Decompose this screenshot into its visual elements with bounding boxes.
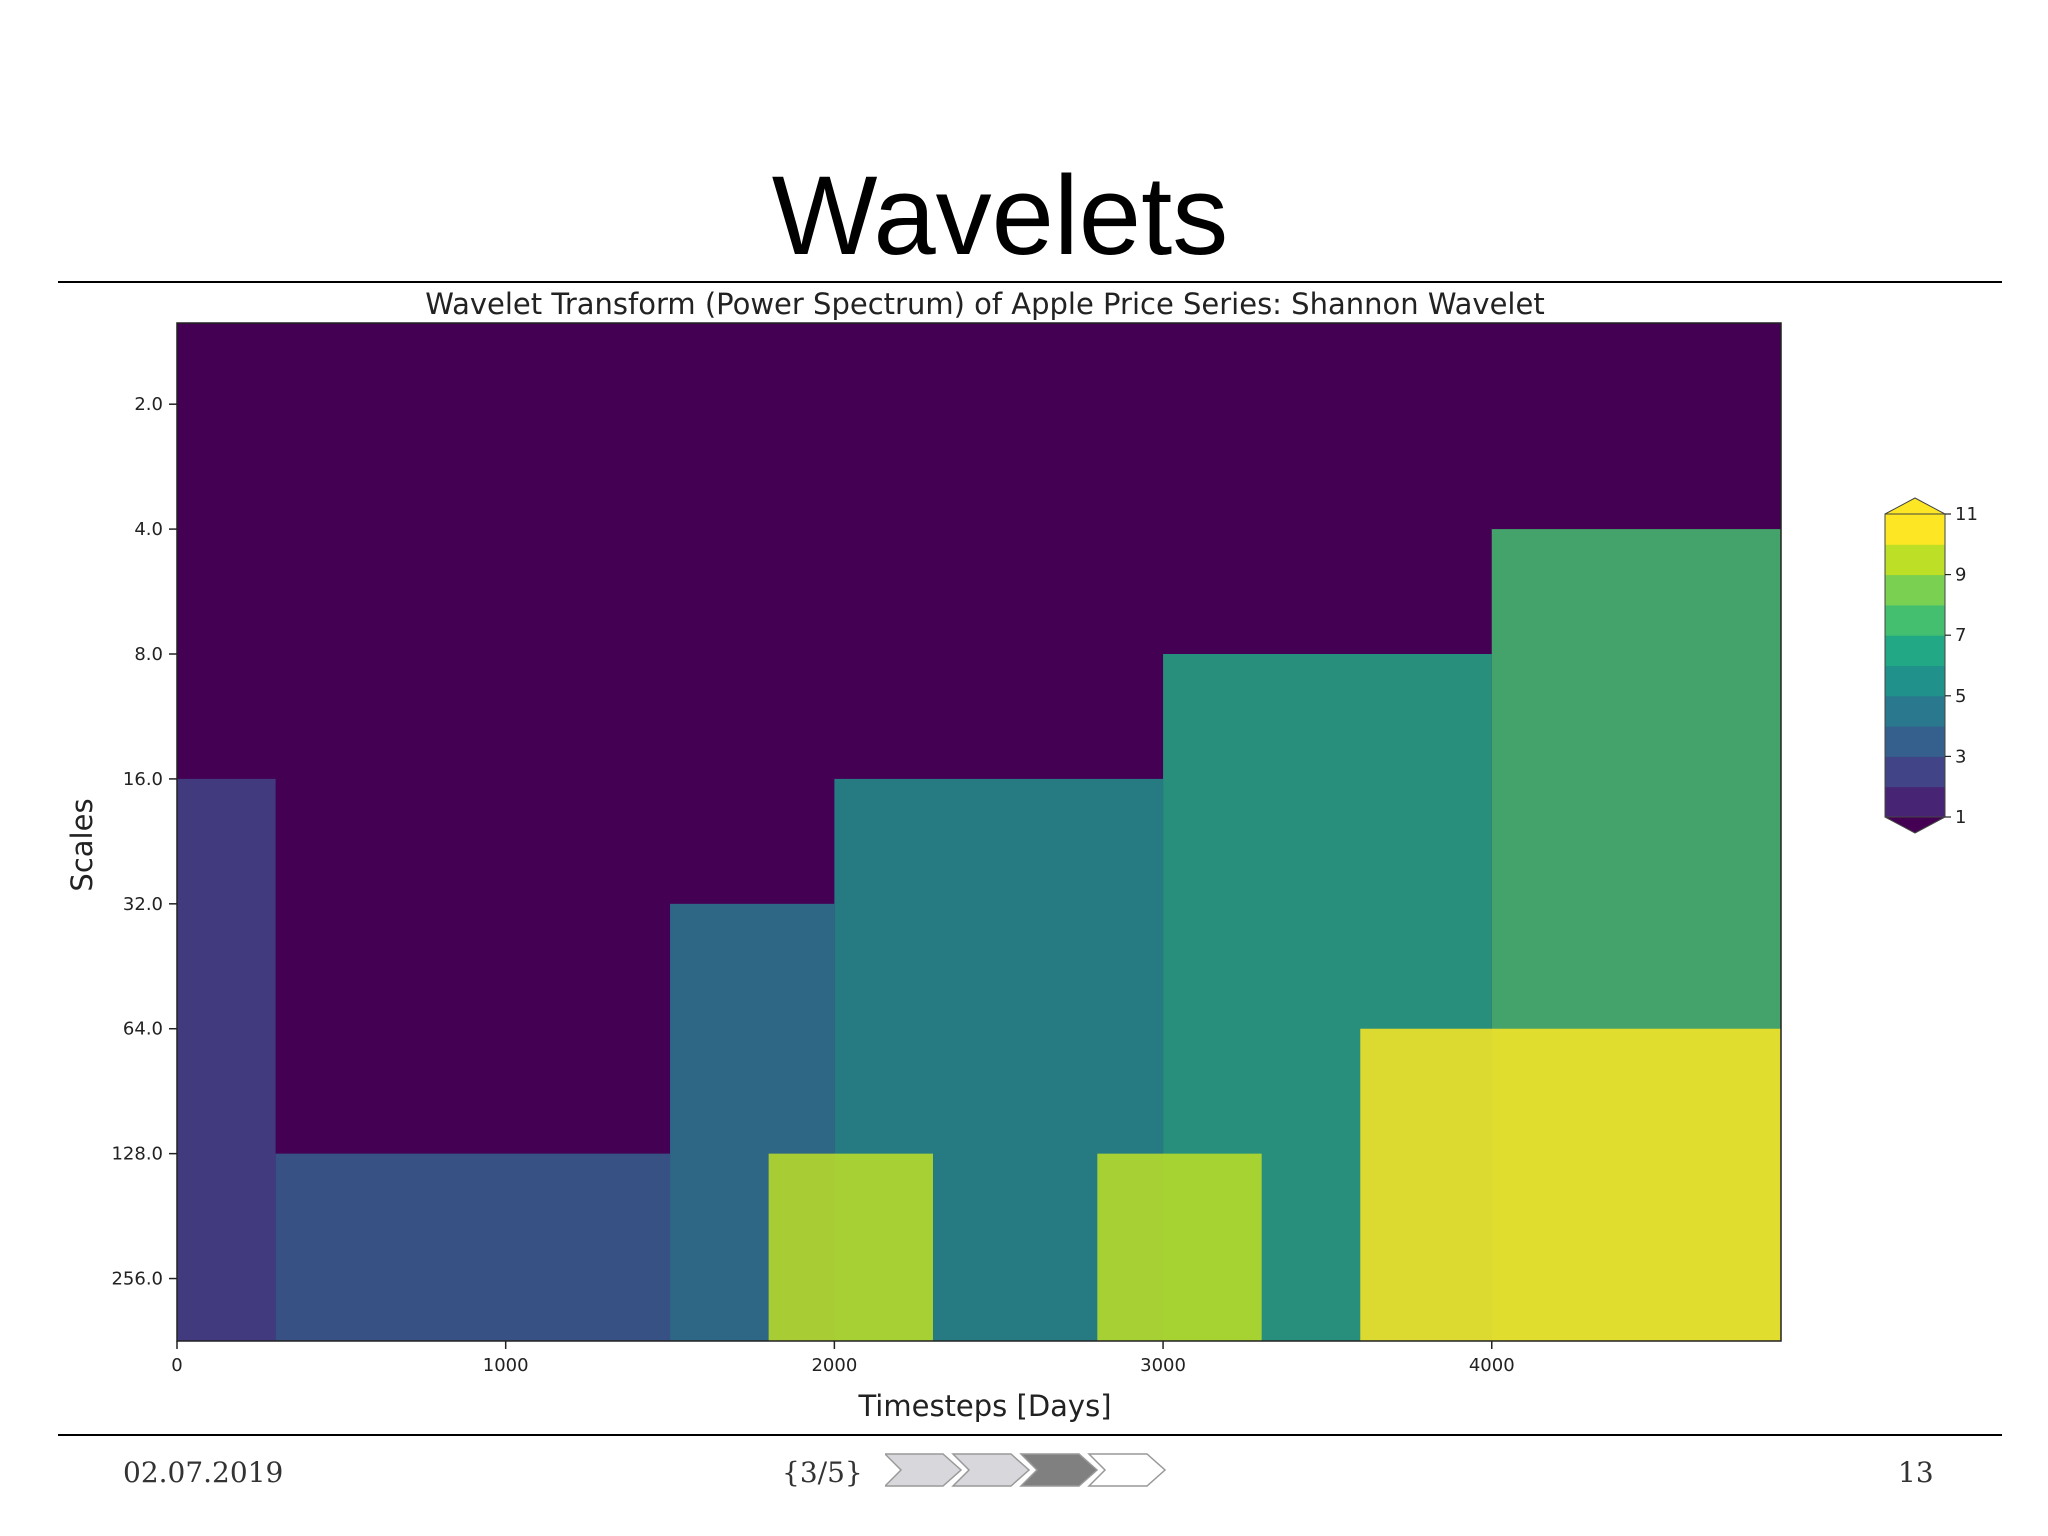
colorbar-segment <box>1885 756 1945 788</box>
x-tick-label: 3000 <box>1140 1355 1186 1376</box>
colorbar-tick-label: 7 <box>1955 625 1966 646</box>
y-tick-label: 8.0 <box>134 644 163 665</box>
plot-area <box>176 322 1782 1342</box>
colorbar-segment <box>1885 604 1945 636</box>
colorbar-segment <box>1885 514 1945 545</box>
x-axis: 0 1000 2000 3000 4000 <box>171 1341 1515 1376</box>
heatmap-region <box>768 1153 933 1341</box>
colorbar-segment <box>1885 544 1945 576</box>
heatmap-cells <box>177 323 1781 1341</box>
colorbar-tick-label: 9 <box>1955 565 1966 586</box>
chart-title: Wavelet Transform (Power Spectrum) of Ap… <box>425 287 1544 321</box>
colorbar-tick-label: 5 <box>1955 686 1966 707</box>
progress-chevrons <box>885 1453 1167 1487</box>
colorbar-extend-min <box>1884 816 1946 834</box>
colorbar-frame <box>1884 513 1946 818</box>
colorbar-extend-max <box>1884 497 1946 515</box>
y-tick-label: 4.0 <box>134 519 163 540</box>
x-tick-label: 4000 <box>1469 1355 1515 1376</box>
colorbar-tick-label: 3 <box>1955 746 1966 767</box>
y-tick-label: 32.0 <box>123 894 163 915</box>
heatmap-region <box>1360 1028 1781 1341</box>
colorbar-tick-label: 11 <box>1955 504 1978 525</box>
x-tick-label: 1000 <box>483 1355 529 1376</box>
colorbar-tick-label: 1 <box>1955 807 1966 828</box>
y-axis-label: Scales <box>65 798 99 891</box>
progress-step <box>885 1453 963 1487</box>
x-tick-label: 2000 <box>811 1355 857 1376</box>
heatmap-region <box>275 1153 671 1341</box>
colorbar: 1 3 5 7 9 11 <box>1884 497 1978 834</box>
bottom-divider <box>58 1434 2002 1436</box>
plot-frame <box>176 322 1782 1342</box>
colorbar-segment <box>1885 695 1945 727</box>
section-indicator: {3/5} <box>782 1456 863 1489</box>
y-tick-label: 256.0 <box>111 1269 163 1290</box>
y-tick-label: 16.0 <box>123 769 163 790</box>
colorbar-segment <box>1885 726 1945 757</box>
x-tick-label: 0 <box>171 1355 182 1376</box>
x-axis-label: Timesteps [Days] <box>857 1389 1111 1423</box>
colorbar-segment <box>1885 665 1945 697</box>
colorbar-segment <box>1885 635 1945 666</box>
progress-step <box>951 1453 1031 1487</box>
colorbar-segment <box>1885 574 1945 606</box>
top-divider <box>58 281 2002 283</box>
progress-step <box>1087 1453 1167 1487</box>
progress-step <box>1019 1453 1099 1487</box>
y-tick-label: 64.0 <box>123 1019 163 1040</box>
heatmap-region <box>1097 1153 1262 1341</box>
y-axis: 2.0 4.0 8.0 16.0 32.0 64.0 128.0 256.0 <box>111 394 177 1290</box>
footer-date: 02.07.2019 <box>123 1456 284 1489</box>
heatmap-region <box>177 778 276 1341</box>
y-tick-label: 128.0 <box>111 1144 163 1165</box>
y-tick-label: 2.0 <box>134 394 163 415</box>
colorbar-segment <box>1885 786 1945 818</box>
page-number: 13 <box>1898 1456 1934 1489</box>
slide-title: Wavelets <box>771 153 1229 278</box>
